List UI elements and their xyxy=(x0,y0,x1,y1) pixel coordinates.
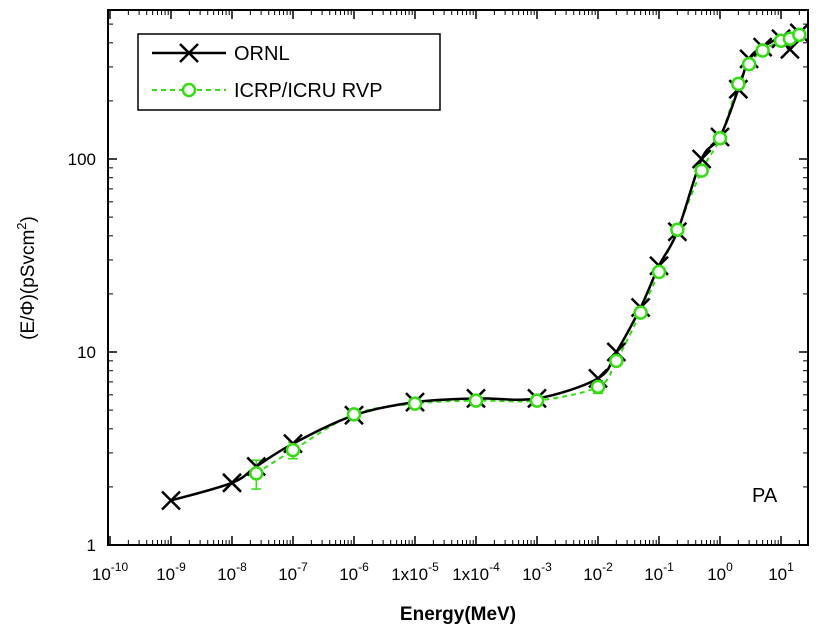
icrp-point xyxy=(694,163,709,178)
x-tick-base: 10 xyxy=(92,565,111,584)
x-tick-exp: -2 xyxy=(602,560,613,574)
annotation-pa: PA xyxy=(752,485,778,507)
icrp-point xyxy=(346,407,362,422)
ornl-point xyxy=(222,472,242,493)
x-tick-base: 10 xyxy=(644,565,663,584)
icrp-point xyxy=(792,27,807,43)
x-tick-label: 10-8 xyxy=(217,560,247,584)
icrp-point xyxy=(633,305,648,320)
x-tick-base: 10 xyxy=(278,565,297,584)
icrp-point xyxy=(285,442,301,458)
x-tick-base: 10 xyxy=(707,565,726,584)
x-tick-label: 1x10-5 xyxy=(391,560,439,584)
x-tick-label: 10-7 xyxy=(278,560,308,584)
icrp-point xyxy=(712,131,728,146)
x-tick-exp: -8 xyxy=(236,560,247,574)
x-tick-label: 100 xyxy=(707,560,733,584)
x-tick-exp: -9 xyxy=(175,560,186,574)
x-tick-label: 1x10-4 xyxy=(452,560,500,584)
ornl-point xyxy=(691,149,712,169)
x-tick-base: 10 xyxy=(522,565,541,584)
legend-icrp-label: ICRP/ICRU RVP xyxy=(234,80,383,102)
icrp-point xyxy=(468,393,484,408)
x-tick-exp: 1 xyxy=(787,560,794,574)
x-tick-base: 10 xyxy=(217,565,236,584)
y-axis-title-end: ) xyxy=(18,216,39,222)
x-tick-label: 101 xyxy=(768,560,794,584)
x-tick-exp: -3 xyxy=(541,560,552,574)
ornl-point xyxy=(161,490,181,511)
icrp-point xyxy=(529,393,545,408)
legend-icrp-marker xyxy=(181,82,197,98)
y-tick-label: 100 xyxy=(68,150,96,169)
x-tick-exp: -4 xyxy=(489,560,500,574)
x-tick-base: 1x10 xyxy=(391,565,428,584)
x-tick-base: 10 xyxy=(583,565,602,584)
y-tick-labels: 1 10 100 xyxy=(68,150,96,555)
y-axis-title-main: (E/Φ)(pSvcm xyxy=(18,230,39,340)
icrp-point xyxy=(670,222,685,237)
x-tick-label: 10-1 xyxy=(644,560,674,584)
y-tick-label: 10 xyxy=(77,343,96,362)
legend-ornl-marker xyxy=(179,43,199,63)
legend: ORNL ICRP/ICRU RVP xyxy=(137,33,441,111)
icrp-point xyxy=(755,43,770,58)
series-layer xyxy=(161,23,810,511)
y-axis-title: (E/Φ)(pSvcm2) xyxy=(14,216,39,340)
x-tick-label: 10-9 xyxy=(156,560,186,584)
legend-ornl-label: ORNL xyxy=(234,43,290,65)
icrp-point xyxy=(731,76,746,92)
icrp-point xyxy=(407,396,423,411)
axis-ticks xyxy=(108,10,808,546)
x-axis-title: Energy(MeV) xyxy=(400,604,516,625)
icrp-point xyxy=(741,56,757,72)
x-tick-base: 10 xyxy=(339,565,358,584)
x-tick-exp: 0 xyxy=(726,560,733,574)
x-tick-base: 10 xyxy=(768,565,787,584)
icrp-point xyxy=(590,379,606,395)
y-tick-label: 1 xyxy=(87,536,96,555)
icrp-point xyxy=(609,353,624,369)
x-tick-label: 10-10 xyxy=(92,560,129,584)
x-tick-base: 1x10 xyxy=(452,565,489,584)
x-tick-label: 10-2 xyxy=(583,560,613,584)
icrp-point xyxy=(249,466,264,481)
x-tick-exp: -5 xyxy=(428,560,439,574)
y-axis-title-sup: 2 xyxy=(14,222,29,229)
x-tick-base: 10 xyxy=(156,565,175,584)
legend-box xyxy=(137,33,441,111)
icrp-point xyxy=(651,264,667,280)
x-tick-label: 10-6 xyxy=(339,560,369,584)
x-tick-exp: -1 xyxy=(663,560,674,574)
x-tick-labels: 10-10 10-9 10-8 10-7 10-6 1x10-5 1x10-4 10-3 10-… xyxy=(92,560,794,584)
x-tick-label: 10-3 xyxy=(522,560,552,584)
x-tick-exp: -10 xyxy=(111,560,129,574)
x-tick-exp: -7 xyxy=(297,560,308,574)
x-tick-exp: -6 xyxy=(358,560,369,574)
